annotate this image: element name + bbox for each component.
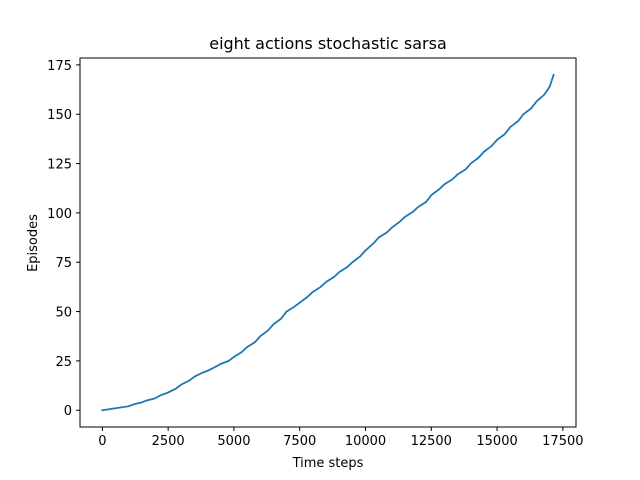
y-tick-label: 0 (64, 404, 72, 419)
x-tick-label: 2500 (152, 434, 185, 449)
x-axis-label: Time steps (292, 456, 364, 471)
y-tick-label: 50 (55, 306, 72, 321)
y-axis-label: Episodes (26, 214, 41, 272)
x-axis-ticks: 0 2500 5000 7500 10000 12500 15000 17500 (98, 427, 584, 449)
x-tick-label: 10000 (345, 434, 386, 449)
x-tick-label: 5000 (217, 434, 250, 449)
x-tick-label: 7500 (283, 434, 316, 449)
y-tick-label: 125 (47, 158, 72, 173)
x-tick-label: 12500 (411, 434, 452, 449)
y-tick-label: 100 (47, 207, 72, 222)
y-tick-label: 175 (47, 59, 72, 74)
axes-frame (79, 57, 577, 428)
x-tick-label: 0 (98, 434, 106, 449)
y-tick-label: 25 (55, 355, 72, 370)
y-axis-ticks: 0 25 50 75 100 125 150 175 (47, 59, 80, 419)
series-line-0 (101, 73, 555, 412)
x-tick-label: 17500 (542, 434, 583, 449)
plot-area (79, 57, 577, 428)
y-tick-label: 75 (55, 256, 72, 271)
x-tick-label: 15000 (476, 434, 517, 449)
y-tick-label: 150 (47, 108, 72, 123)
chart-title: eight actions stochastic sarsa (209, 34, 447, 53)
